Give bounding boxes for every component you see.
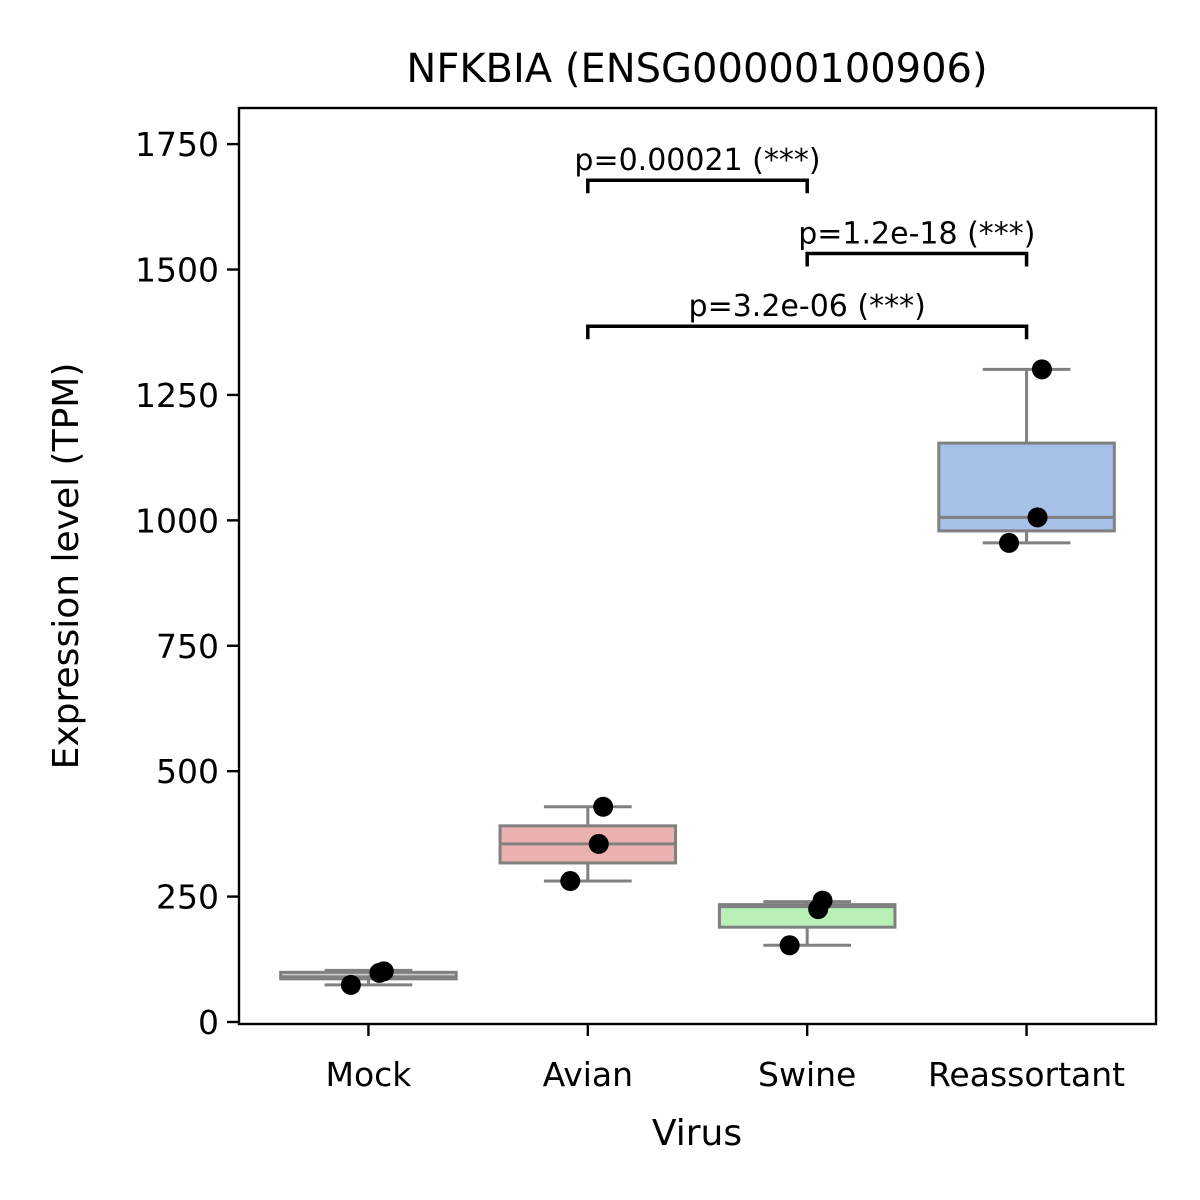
significance-bracket (586, 324, 1029, 340)
chart-title: NFKBIA (ENSG00000100906) (406, 46, 987, 92)
y-tick-label: 1000 (135, 501, 219, 540)
x-tick-label: Avian (543, 1055, 633, 1094)
data-point (1027, 507, 1048, 528)
p-value-label: p=3.2e-06 (***) (689, 289, 926, 324)
axes-frame (237, 106, 1158, 1026)
box-group-avian (498, 796, 678, 892)
y-tick-label: 1500 (135, 251, 219, 290)
y-tick-label: 750 (156, 627, 219, 666)
data-point (560, 871, 581, 892)
y-tick-label: 500 (156, 752, 219, 791)
x-tick-label: Swine (758, 1055, 856, 1094)
y-tick-label: 1250 (135, 376, 219, 415)
box-group-mock (279, 961, 458, 995)
x-tick-label: Reassortant (928, 1055, 1125, 1094)
y-tick-label: 250 (156, 878, 219, 917)
x-axis: Mock Avian Swine Reassortant (325, 1024, 1125, 1094)
data-point (999, 532, 1020, 553)
y-axis-label: Expression level (TPM) (46, 363, 87, 770)
y-axis: 0 250 500 750 1000 1250 1500 1750 (135, 125, 239, 1042)
x-tick-label: Mock (325, 1055, 412, 1094)
significance-bracket (586, 178, 809, 194)
p-value-label: p=1.2e-18 (***) (798, 216, 1035, 251)
data-point (1031, 359, 1052, 380)
significance-annotation: p=1.2e-18 (***) (798, 216, 1036, 267)
data-point (808, 899, 829, 920)
data-point (369, 962, 390, 983)
significance-annotation: p=0.00021 (***) (574, 143, 821, 194)
y-tick-label: 1750 (135, 125, 219, 164)
data-point (588, 833, 609, 854)
y-tick-label: 0 (198, 1003, 219, 1042)
data-point (779, 935, 800, 956)
data-point (340, 974, 361, 995)
p-value-label: p=0.00021 (***) (574, 143, 820, 178)
plot-area: p=0.00021 (***) p=1.2e-18 (***) p=3.2e-06 … (279, 143, 1116, 995)
x-axis-label: Virus (652, 1113, 742, 1154)
box (717, 903, 897, 929)
significance-bracket (805, 251, 1029, 267)
box-group-reassortant (937, 359, 1116, 553)
box-group-swine (717, 890, 897, 956)
data-point (593, 796, 614, 817)
significance-annotation: p=3.2e-06 (***) (586, 289, 1029, 340)
